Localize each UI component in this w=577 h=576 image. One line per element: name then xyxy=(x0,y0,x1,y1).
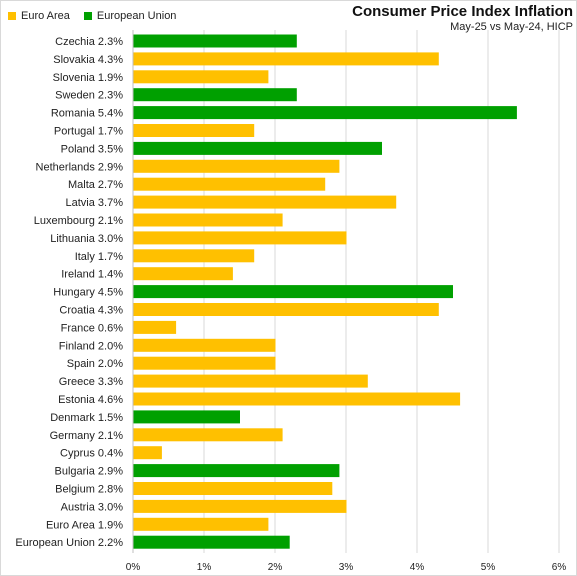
chart-title: Consumer Price Index Inflation xyxy=(352,3,573,20)
category-label: Cyprus 0.4% xyxy=(60,448,123,460)
bar xyxy=(133,106,517,120)
bar xyxy=(133,70,269,84)
category-label: Hungary 4.5% xyxy=(53,287,123,299)
category-label: Latvia 3.7% xyxy=(66,197,124,209)
x-tick-label: 0% xyxy=(126,562,141,573)
category-label: France 0.6% xyxy=(61,322,124,334)
x-tick-label: 3% xyxy=(339,562,354,573)
legend-label-european-union: European Union xyxy=(96,10,177,22)
category-label: Greece 3.3% xyxy=(59,376,123,388)
category-label: Sweden 2.3% xyxy=(55,90,123,102)
x-tick-label: 5% xyxy=(481,562,496,573)
category-label: Romania 5.4% xyxy=(51,108,123,120)
category-label: Malta 2.7% xyxy=(68,179,123,191)
category-label: Lithuania 3.0% xyxy=(50,233,123,245)
category-label: Italy 1.7% xyxy=(75,251,124,263)
bar xyxy=(133,213,283,227)
bar xyxy=(133,34,297,48)
bar xyxy=(133,464,340,478)
category-label: Finland 2.0% xyxy=(59,340,123,352)
bar xyxy=(133,141,382,155)
bar xyxy=(133,356,276,370)
bar xyxy=(133,285,453,299)
bar xyxy=(133,482,333,495)
bar xyxy=(133,338,276,352)
legend: Euro Area European Union xyxy=(8,10,176,22)
x-tick-label: 4% xyxy=(410,562,425,573)
category-label: Netherlands 2.9% xyxy=(36,161,124,173)
bar xyxy=(133,410,240,424)
category-label: Austria 3.0% xyxy=(61,501,124,513)
legend-swatch-european-union xyxy=(83,12,92,20)
bar xyxy=(133,320,177,334)
bar xyxy=(133,267,233,281)
bar xyxy=(133,446,162,460)
category-label: Germany 2.1% xyxy=(50,430,124,442)
legend-item-european-union: European Union xyxy=(83,10,177,22)
bar xyxy=(133,195,397,209)
bar xyxy=(133,177,326,191)
bar xyxy=(133,303,439,316)
x-tick-label: 2% xyxy=(268,562,283,573)
bar xyxy=(133,231,347,245)
category-label: Ireland 1.4% xyxy=(61,269,123,281)
category-label: Poland 3.5% xyxy=(61,143,124,155)
category-label: Portugal 1.7% xyxy=(54,126,123,138)
bar xyxy=(133,499,347,513)
category-label: Czechia 2.3% xyxy=(55,36,123,48)
category-label: Slovenia 1.9% xyxy=(53,72,124,84)
category-label: Luxembourg 2.1% xyxy=(34,215,123,227)
bar xyxy=(133,249,255,263)
bar xyxy=(133,517,269,531)
category-label: Belgium 2.8% xyxy=(55,484,123,496)
legend-label-euro-area: Euro Area xyxy=(21,10,70,22)
bar xyxy=(133,392,461,406)
x-tick-label: 6% xyxy=(552,562,567,573)
legend-swatch-euro-area xyxy=(8,12,16,20)
x-tick-label: 1% xyxy=(197,562,212,573)
chart-subtitle: May-25 vs May-24, HICP xyxy=(450,21,573,33)
category-label: European Union 2.2% xyxy=(15,537,123,549)
category-label: Euro Area 1.9% xyxy=(46,519,123,531)
bar xyxy=(133,428,283,442)
bar xyxy=(133,374,368,388)
category-label: Croatia 4.3% xyxy=(59,305,123,317)
bar xyxy=(133,124,255,137)
bar xyxy=(133,52,439,66)
category-label: Spain 2.0% xyxy=(67,358,123,370)
bar xyxy=(133,159,340,173)
bar xyxy=(133,88,297,102)
legend-item-euro-area: Euro Area xyxy=(8,10,70,22)
category-label: Slovakia 4.3% xyxy=(53,54,123,66)
bar xyxy=(133,535,290,549)
category-label: Denmark 1.5% xyxy=(50,412,123,424)
category-label: Estonia 4.6% xyxy=(58,394,123,406)
category-label: Bulgaria 2.9% xyxy=(55,466,124,478)
